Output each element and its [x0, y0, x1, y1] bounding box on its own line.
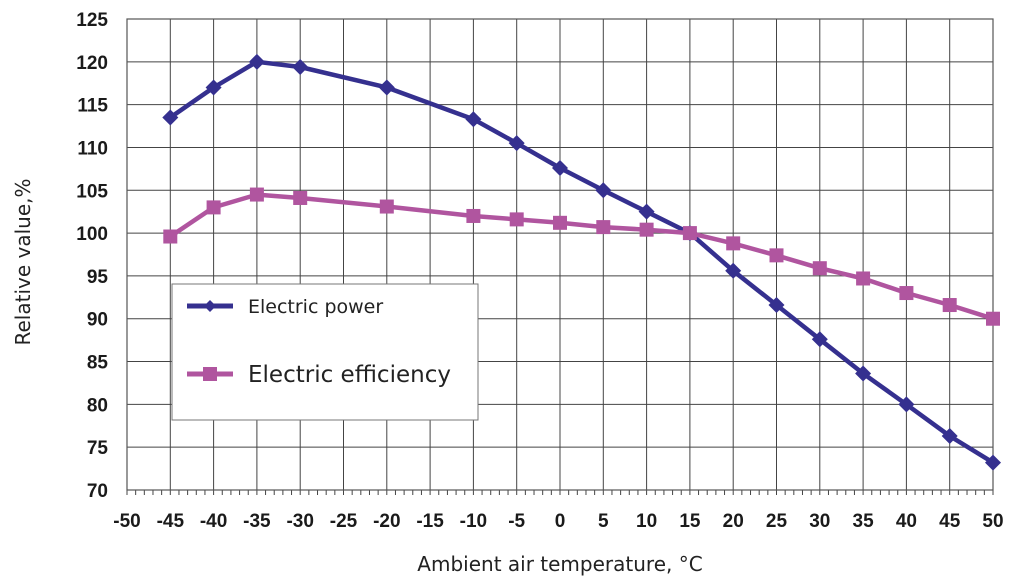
- x-tick-label: 30: [809, 511, 830, 532]
- x-tick-label: 0: [555, 511, 566, 532]
- x-tick-label: -30: [286, 511, 313, 532]
- x-tick-label: -20: [373, 511, 400, 532]
- data-point-electric-efficiency: [249, 187, 264, 202]
- x-tick-label: -45: [157, 511, 185, 532]
- data-point-electric-efficiency: [899, 286, 914, 301]
- y-tick-label: 70: [87, 481, 108, 502]
- series-line-electric-efficiency: [169, 192, 994, 321]
- x-tick-label: 15: [679, 511, 701, 532]
- x-tick-label: 25: [766, 511, 788, 532]
- series-line-electric-power: [169, 59, 995, 465]
- x-tick-label: 35: [853, 511, 875, 532]
- x-tick-label: 5: [598, 511, 609, 532]
- legend-entry-electric-power: Electric power: [187, 296, 383, 318]
- data-point-electric-power: [292, 58, 309, 75]
- series-electric-power: [162, 53, 1001, 471]
- x-tick-label: -25: [330, 511, 358, 532]
- x-axis-minor-ticks: [126, 490, 994, 495]
- y-tick-label: 110: [77, 138, 108, 159]
- data-point-electric-efficiency: [553, 215, 567, 230]
- data-point-electric-power: [768, 297, 785, 314]
- x-tick-label: -50: [113, 511, 140, 532]
- legend: Electric power Electric efficiency: [171, 283, 479, 421]
- data-point-electric-power: [898, 396, 915, 413]
- y-tick-label: 75: [87, 438, 109, 459]
- x-tick-label: -40: [200, 511, 227, 532]
- y-tick-label: 95: [87, 267, 109, 288]
- data-point-electric-power: [552, 160, 568, 177]
- data-point-electric-efficiency: [942, 298, 957, 313]
- data-point-electric-power: [508, 135, 525, 152]
- y-tick-label: 85: [87, 353, 109, 374]
- y-tick-label: 125: [76, 10, 108, 31]
- data-point-electric-efficiency: [466, 208, 481, 223]
- data-point-electric-efficiency: [206, 200, 221, 215]
- y-tick-label: 115: [77, 96, 108, 117]
- series-electric-efficiency: [163, 187, 1000, 326]
- data-point-electric-efficiency: [639, 222, 654, 237]
- x-tick-label: -5: [508, 511, 525, 532]
- legend-label-electric-efficiency: Electric efficiency: [248, 362, 451, 388]
- x-tick-label: -15: [416, 511, 444, 532]
- x-tick-label: -10: [460, 511, 487, 532]
- y-axis-title: Relative value,%: [11, 178, 35, 345]
- x-axis-title: Ambient air temperature, °C: [417, 552, 702, 576]
- y-tick-label: 105: [76, 181, 108, 202]
- data-point-electric-power: [855, 365, 872, 382]
- data-point-electric-power: [595, 182, 612, 199]
- data-point-electric-efficiency: [596, 220, 611, 235]
- x-tick-label: -35: [243, 511, 271, 532]
- data-point-electric-efficiency: [682, 226, 697, 241]
- data-point-electric-power: [638, 203, 655, 220]
- x-axis-tick-labels: -50 -45 -40 -35 -30 -25 -20 -15 -10 -5 0 5 10 15 20 25 3…: [113, 511, 1003, 532]
- legend-entry-electric-efficiency: Electric efficiency: [187, 362, 451, 388]
- plot-frame: [126, 18, 994, 491]
- y-tick-label: 120: [76, 53, 108, 74]
- y-tick-label: 90: [87, 310, 108, 331]
- x-tick-label: 40: [896, 511, 917, 532]
- data-point-electric-efficiency: [986, 311, 1000, 326]
- data-point-electric-power: [985, 454, 1001, 471]
- data-point-electric-efficiency: [509, 212, 524, 227]
- data-point-electric-efficiency: [856, 271, 871, 286]
- x-tick-label: 20: [723, 511, 744, 532]
- data-point-electric-efficiency: [726, 236, 741, 251]
- series-layer: [162, 53, 1001, 471]
- data-point-electric-power: [811, 331, 828, 348]
- data-point-electric-efficiency: [812, 261, 827, 276]
- data-point-electric-efficiency: [163, 229, 178, 244]
- legend-label-electric-power: Electric power: [248, 296, 383, 318]
- data-point-electric-power: [378, 79, 395, 96]
- legend-marker-electric-power: [204, 300, 216, 312]
- data-point-electric-efficiency: [293, 190, 308, 205]
- y-tick-label: 80: [87, 395, 108, 416]
- legend-marker-electric-efficiency: [203, 367, 217, 381]
- x-tick-label: 50: [982, 511, 1003, 532]
- y-tick-label: 100: [76, 224, 108, 245]
- data-point-electric-efficiency: [769, 248, 784, 263]
- data-point-electric-power: [248, 53, 265, 70]
- x-tick-label: 45: [939, 511, 961, 532]
- x-tick-label: 10: [636, 511, 657, 532]
- data-point-electric-power: [725, 262, 742, 279]
- data-point-electric-power: [205, 79, 222, 96]
- y-axis-tick-labels: 70 75 80 85 90 95 100 105 110 115 120 125: [76, 10, 108, 502]
- data-point-electric-power: [465, 111, 482, 128]
- data-point-electric-power: [941, 428, 958, 445]
- data-point-electric-efficiency: [379, 199, 394, 214]
- data-point-electric-power: [162, 109, 179, 126]
